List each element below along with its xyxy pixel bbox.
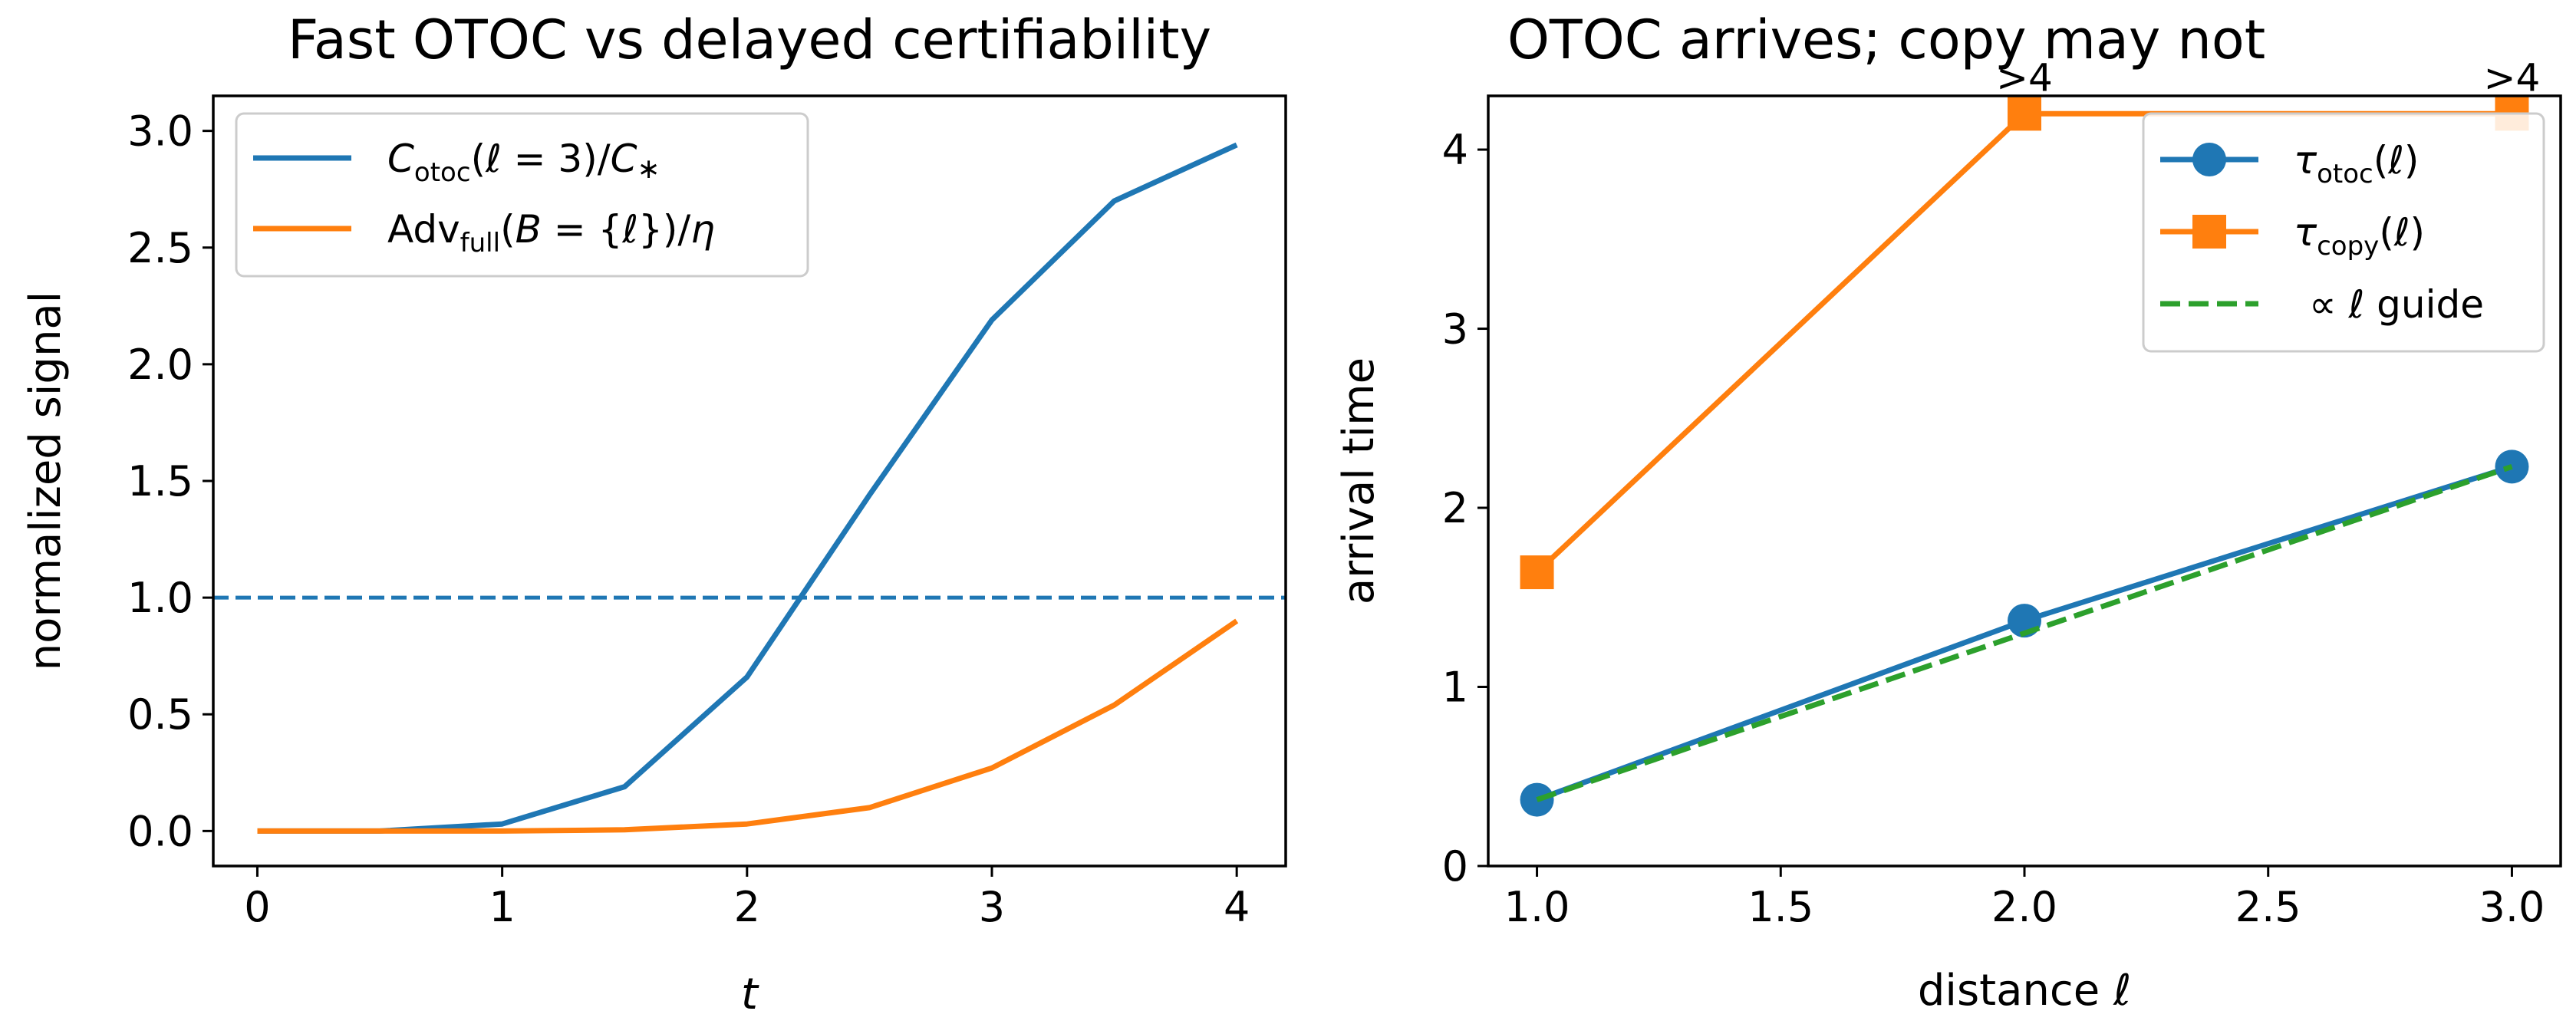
right-y-tick-label: 3 — [1442, 305, 1468, 354]
left-y-tick-label: 1.0 — [127, 574, 193, 622]
right-x-axis-label: distance ℓ — [1918, 966, 2131, 1016]
left-axes-frame — [212, 94, 1287, 868]
right-axes-frame — [1487, 94, 2562, 868]
right-chart: OTOC arrives; copy may not 1.0 1.5 2.0 2.5 3… — [1334, 8, 2562, 1016]
right-x-tick-label: 2.5 — [2235, 883, 2301, 931]
legend-marker-tau-otoc — [2192, 143, 2226, 176]
left-y-tick-label: 2.5 — [127, 224, 193, 272]
right-x-tick-label: 3.0 — [2479, 883, 2545, 931]
right-x-tick-label: 1.0 — [1504, 883, 1570, 931]
left-y-tick-label: 0.5 — [127, 690, 193, 739]
left-series-line-1 — [257, 618, 1239, 834]
legend-label-tau-copy: τcopy(ℓ) — [2294, 210, 2425, 262]
right-annotation: >4 — [1996, 55, 2053, 100]
right-y-axis-label: arrival time — [1334, 357, 1384, 604]
right-legend-box — [2142, 112, 2545, 353]
left-legend-box — [235, 112, 809, 278]
right-series-line-2 — [1536, 463, 2513, 802]
right-series-point-1 — [2008, 97, 2041, 131]
right-x-tick-label: 1.5 — [1748, 883, 1813, 931]
legend-label-tau-otoc: τotoc(ℓ) — [2294, 138, 2419, 189]
left-x-tick-label: 2 — [734, 883, 760, 931]
legend-marker-tau-copy — [2192, 215, 2226, 249]
left-x-tick-label: 3 — [979, 883, 1005, 931]
left-y-tick-label: 2.0 — [127, 341, 193, 389]
right-legend: τotoc(ℓ) τcopy(ℓ) ∝ ℓ guide — [2142, 112, 2545, 353]
left-x-tick-label: 4 — [1224, 883, 1250, 931]
right-y-tick-label: 0 — [1442, 842, 1468, 891]
left-x-tick-label: 0 — [244, 883, 270, 931]
left-chart: Fast OTOC vs delayed certifiability 0 1 2 3… — [21, 8, 1287, 1019]
right-series-point-1 — [1520, 555, 1554, 590]
right-x-tick-label: 2.0 — [1991, 883, 2057, 931]
left-x-tick-label: 1 — [489, 883, 515, 931]
left-y-axis-label: normalized signal — [21, 291, 71, 671]
left-y-tick-label: 3.0 — [127, 107, 193, 156]
left-chart-title: Fast OTOC vs delayed certifiability — [288, 8, 1211, 71]
legend-label-guide: ∝ ℓ guide — [2309, 282, 2484, 327]
left-y-tick-label: 1.5 — [127, 457, 193, 505]
legend-label-cotoc: Cotoc(ℓ = 3)/C∗ — [387, 137, 660, 188]
right-y-tick-label: 2 — [1442, 484, 1468, 532]
right-annotation: >4 — [2484, 55, 2541, 100]
right-y-tick-label: 1 — [1442, 664, 1468, 712]
left-plot-area: 0 1 2 3 4 0.0 0.5 1.0 1.5 2.0 2.5 3.0 — [127, 107, 1286, 931]
left-legend: Cotoc(ℓ = 3)/C∗ Advfull(B = {ℓ})/η — [235, 112, 809, 278]
left-y-tick-label: 0.0 — [127, 807, 193, 855]
right-chart-title: OTOC arrives; copy may not — [1507, 8, 2265, 71]
right-y-tick-label: 4 — [1442, 126, 1468, 174]
legend-label-adv: Advfull(B = {ℓ})/η — [387, 207, 715, 258]
left-x-axis-label: t — [741, 970, 759, 1019]
